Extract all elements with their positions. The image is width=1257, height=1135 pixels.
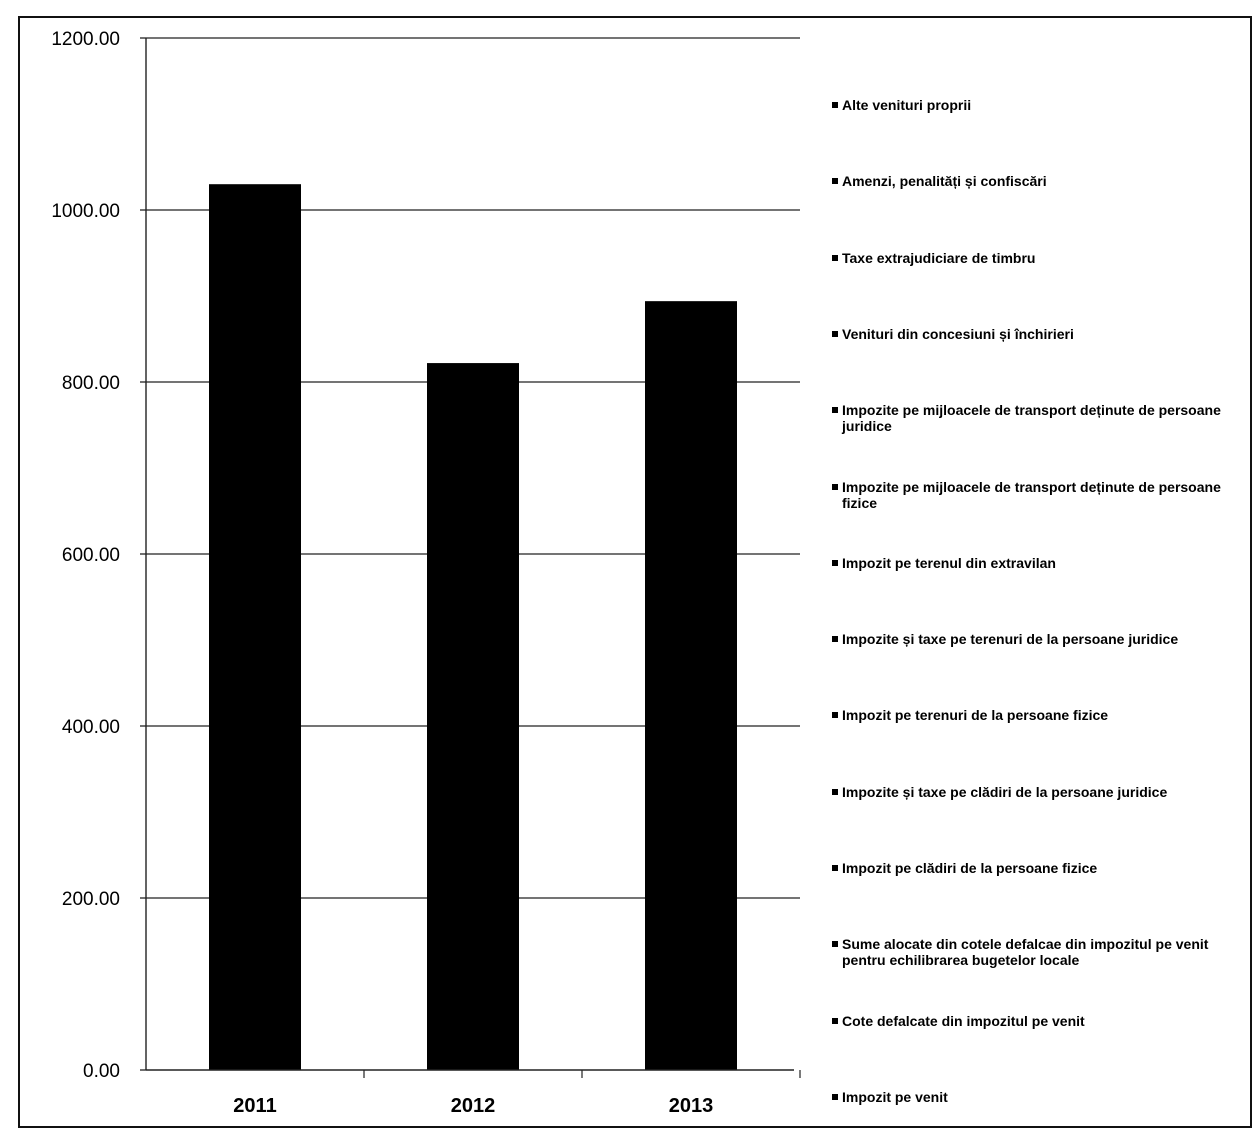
- legend-swatch: [832, 865, 838, 871]
- y-tick-label: 800.00: [62, 373, 120, 394]
- y-tick-label: 0.00: [83, 1061, 120, 1082]
- legend-item: Sume alocate din cotele defalcae din imp…: [832, 936, 1240, 968]
- legend-swatch: [832, 559, 838, 566]
- legend-swatch: [832, 330, 838, 337]
- legend-label: Impozite și taxe pe clădiri de la persoa…: [842, 783, 1168, 800]
- legend-label: Impozit pe terenul din extravilan: [842, 554, 1056, 571]
- legend-item: Impozite și taxe pe terenuri de la perso…: [832, 631, 1240, 647]
- legend-item: Taxe extrajudiciare de timbru: [832, 250, 1240, 266]
- legend-item: Impozit pe venit: [832, 1089, 1240, 1105]
- legend-swatch: [832, 1017, 838, 1024]
- y-tick-label: 400.00: [62, 717, 120, 738]
- legend-swatch: [832, 254, 838, 261]
- x-tick-label: 2012: [451, 1095, 496, 1117]
- y-tick-label: 1000.00: [51, 201, 120, 222]
- legend-label: Impozit pe venit: [842, 1088, 948, 1105]
- legend-swatch: [832, 483, 838, 490]
- legend-swatch: [832, 407, 838, 414]
- legend-label: Impozite pe mijloacele de transport deți…: [842, 402, 1221, 435]
- bar-2011: [209, 184, 301, 1070]
- bar-2012: [427, 363, 519, 1071]
- legend-label: Impozite și taxe pe terenuri de la perso…: [842, 631, 1179, 648]
- legend-swatch: [832, 788, 838, 795]
- bars: [209, 184, 737, 1071]
- legend-label: Cote defalcate din impozitul pe venit: [842, 1012, 1085, 1029]
- x-tick-label: 2013: [669, 1095, 714, 1117]
- legend-swatch: [832, 102, 838, 108]
- legend-label: Amenzi, penalități și confiscări: [842, 173, 1047, 190]
- legend-item: Venituri din concesiuni și închirieri: [832, 326, 1240, 342]
- legend-swatch: [832, 178, 838, 185]
- legend-item: Impozite și taxe pe clădiri de la persoa…: [832, 784, 1240, 800]
- legend-item: Cote defalcate din impozitul pe venit: [832, 1013, 1240, 1029]
- axis-labels: 0.00 200.00 400.00 600.00 800.00 1000.00 1200.…: [51, 29, 713, 1117]
- legend-item: Amenzi, penalități și confiscări: [832, 173, 1240, 189]
- legend-label: Impozit pe terenuri de la persoane fizic…: [842, 707, 1109, 724]
- legend-label: Sume alocate din cotele defalcae din imp…: [842, 936, 1209, 969]
- legend-item: Impozit pe terenuri de la persoane fizic…: [832, 707, 1240, 723]
- legend-item: Impozite pe mijloacele de transport deți…: [832, 479, 1240, 511]
- legend-item: Alte venituri proprii: [832, 97, 1240, 113]
- y-tick-label: 1200.00: [51, 29, 120, 50]
- legend-swatch: [832, 941, 838, 948]
- legend-label: Impozite pe mijloacele de transport deți…: [842, 478, 1221, 511]
- legend-item: Impozit pe clădiri de la persoane fizice: [832, 860, 1240, 876]
- legend-swatch: [832, 1093, 838, 1100]
- chart-legend: Alte venituri proprii Amenzi, penalități …: [832, 0, 1242, 1135]
- x-tick-label: 2011: [233, 1095, 276, 1117]
- y-tick-label: 600.00: [62, 545, 120, 566]
- legend-label: Taxe extrajudiciare de timbru: [842, 249, 1036, 266]
- bar-2013: [645, 301, 737, 1070]
- legend-swatch: [832, 712, 838, 719]
- legend-item: Impozit pe terenul din extravilan: [832, 555, 1240, 571]
- legend-label: Alte venituri proprii: [842, 97, 972, 113]
- legend-swatch: [832, 636, 838, 643]
- y-tick-label: 200.00: [62, 889, 120, 910]
- legend-label: Venituri din concesiuni și închirieri: [842, 325, 1074, 342]
- legend-item: Impozite pe mijloacele de transport deți…: [832, 402, 1240, 434]
- legend-label: Impozit pe clădiri de la persoane fizice: [842, 860, 1098, 876]
- axes: [140, 37, 801, 1078]
